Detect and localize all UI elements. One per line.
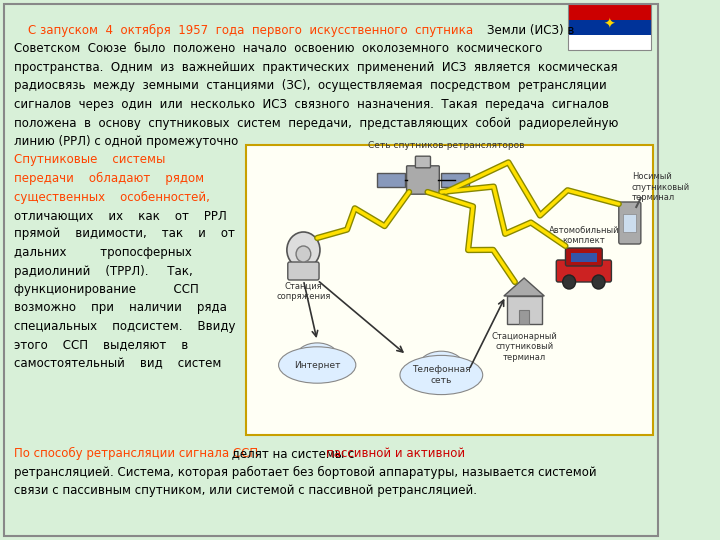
- Text: положена  в  основу  спутниковых  систем  передачи,  представляющих  собой  ради: положена в основу спутниковых систем пер…: [14, 117, 618, 130]
- Text: Сеть спутников-ретрансляторов: Сеть спутников-ретрансляторов: [368, 141, 524, 150]
- FancyBboxPatch shape: [4, 4, 658, 536]
- Text: делят на системы с: делят на системы с: [228, 447, 358, 460]
- Text: сигналов  через  один  или  несколько  ИСЗ  связного  назначения.  Такая  переда: сигналов через один или несколько ИСЗ св…: [14, 98, 609, 111]
- Ellipse shape: [400, 355, 482, 395]
- Text: Носимый
спутниковый
терминал: Носимый спутниковый терминал: [631, 172, 690, 202]
- Text: Спутниковые    системы: Спутниковые системы: [14, 153, 165, 166]
- Text: специальных    подсистем.    Ввиду: специальных подсистем. Ввиду: [14, 320, 235, 333]
- Text: Станция
сопряжения: Станция сопряжения: [276, 282, 330, 301]
- Circle shape: [563, 275, 575, 289]
- Text: функционирование          ССП: функционирование ССП: [14, 283, 199, 296]
- FancyBboxPatch shape: [520, 310, 528, 324]
- Ellipse shape: [418, 351, 464, 382]
- FancyBboxPatch shape: [288, 262, 319, 280]
- Circle shape: [592, 275, 605, 289]
- Ellipse shape: [284, 352, 319, 378]
- Ellipse shape: [429, 368, 466, 393]
- Text: ретрансляцией. Система, которая работает без бортовой аппаратуры, называется сис: ретрансляцией. Система, которая работает…: [14, 465, 596, 478]
- FancyBboxPatch shape: [407, 166, 439, 194]
- Ellipse shape: [439, 361, 477, 389]
- Text: радиосвязь  между  земными  станциями  (ЗС),  осуществляемая  посредством  ретра: радиосвязь между земными станциями (ЗС),…: [14, 79, 606, 92]
- Ellipse shape: [406, 361, 444, 389]
- FancyBboxPatch shape: [565, 248, 602, 266]
- Text: дальних         тропосферных: дальних тропосферных: [14, 246, 192, 259]
- FancyBboxPatch shape: [568, 5, 651, 20]
- Text: С запуском  4  октября  1957  года  первого  искусственного  спутника: С запуском 4 октября 1957 года первого и…: [27, 24, 473, 37]
- FancyBboxPatch shape: [246, 145, 653, 435]
- Text: прямой    видимости,    так    и    от: прямой видимости, так и от: [14, 227, 235, 240]
- FancyBboxPatch shape: [568, 35, 651, 50]
- Text: ✦: ✦: [604, 18, 616, 32]
- Ellipse shape: [279, 347, 356, 383]
- FancyBboxPatch shape: [557, 260, 611, 282]
- Ellipse shape: [294, 359, 329, 382]
- Text: этого    ССП    выделяют    в: этого ССП выделяют в: [14, 339, 188, 352]
- Ellipse shape: [315, 352, 350, 378]
- Text: Телефонная
сеть: Телефонная сеть: [412, 365, 471, 384]
- FancyBboxPatch shape: [441, 173, 469, 187]
- Text: связи с пассивным спутником, или системой с пассивной ретрансляцией.: связи с пассивным спутником, или системо…: [14, 484, 477, 497]
- Text: существенных    особенностей,: существенных особенностей,: [14, 191, 210, 204]
- Text: пассивной и активной: пассивной и активной: [326, 447, 466, 460]
- Circle shape: [287, 232, 320, 268]
- FancyBboxPatch shape: [618, 202, 641, 244]
- Text: Стационарный
спутниковый
терминал: Стационарный спутниковый терминал: [491, 332, 557, 362]
- Text: Советском  Союзе  было  положено  начало  освоению  околоземного  космического: Советском Союзе было положено начало осв…: [14, 43, 542, 56]
- Text: Интернет: Интернет: [294, 361, 341, 369]
- Text: Земли (ИСЗ) в: Земли (ИСЗ) в: [487, 24, 575, 37]
- Ellipse shape: [416, 368, 454, 393]
- FancyBboxPatch shape: [571, 253, 597, 262]
- Ellipse shape: [296, 343, 338, 372]
- Text: возможно    при    наличии    ряда: возможно при наличии ряда: [14, 301, 227, 314]
- Text: отличающих    их    как    от    РРЛ: отличающих их как от РРЛ: [14, 209, 227, 222]
- Polygon shape: [504, 278, 544, 296]
- Text: передачи    обладают    рядом: передачи обладают рядом: [14, 172, 204, 185]
- FancyBboxPatch shape: [415, 156, 431, 168]
- FancyBboxPatch shape: [624, 214, 636, 232]
- FancyBboxPatch shape: [377, 173, 405, 187]
- Text: Автомобильный
комплект: Автомобильный комплект: [549, 226, 619, 245]
- Text: пространства.  Одним  из  важнейших  практических  применений  ИСЗ  является  ко: пространства. Одним из важнейших практич…: [14, 61, 618, 74]
- Text: По способу ретрансляции сигнала ССП: По способу ретрансляции сигнала ССП: [14, 447, 258, 460]
- Circle shape: [296, 246, 311, 262]
- FancyBboxPatch shape: [568, 20, 651, 35]
- Text: радиолиний    (ТРРЛ).     Так,: радиолиний (ТРРЛ). Так,: [14, 265, 192, 278]
- Text: самостоятельный    вид    систем: самостоятельный вид систем: [14, 357, 221, 370]
- FancyBboxPatch shape: [507, 296, 541, 324]
- Ellipse shape: [305, 359, 341, 382]
- Text: линию (РРЛ) с одной промежуточно: линию (РРЛ) с одной промежуточно: [14, 135, 238, 148]
